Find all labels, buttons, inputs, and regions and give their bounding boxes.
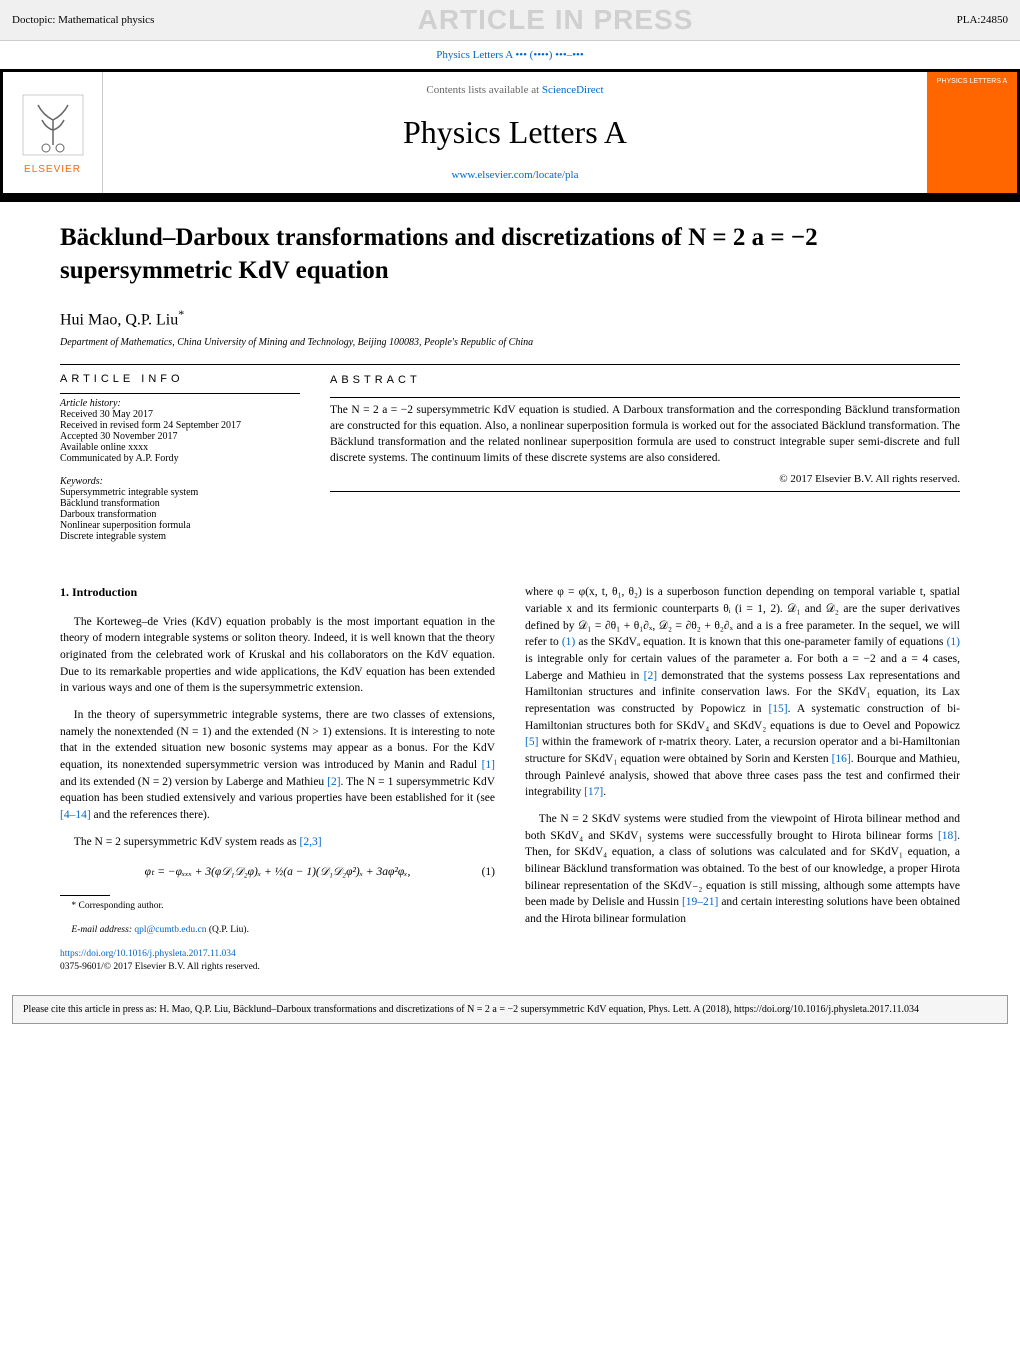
author-names: Hui Mao, Q.P. Liu [60, 311, 178, 328]
history-line: Available online xxxx [60, 442, 300, 453]
email-link[interactable]: qpl@cumtb.edu.cn [134, 925, 206, 935]
email-footnote: E-mail address: qpl@cumtb.edu.cn (Q.P. L… [60, 924, 495, 938]
corresponding-star: * [178, 307, 184, 321]
keyword: Discrete integrable system [60, 531, 300, 542]
journal-name: Physics Letters A [115, 114, 915, 151]
issn-line: 0375-9601/© 2017 Elsevier B.V. All right… [60, 961, 495, 975]
history-label: Article history: [60, 398, 300, 409]
history-line: Received 30 May 2017 [60, 409, 300, 420]
equation-body: φₜ = −φₓₓₓ + 3(φ𝒟₁𝒟₂φ)ₓ + ½(a − 1)(𝒟₁𝒟₂φ… [145, 866, 411, 878]
pla-code: PLA:24850 [957, 14, 1008, 26]
ref-link[interactable]: [16] [832, 753, 851, 765]
journal-url[interactable]: www.elsevier.com/locate/pla [115, 169, 915, 181]
elsevier-tree-icon [18, 90, 88, 160]
journal-reference-line: Physics Letters A ••• (••••) •••–••• [0, 41, 1020, 69]
ref-link[interactable]: [15] [768, 703, 787, 715]
header-center: Contents lists available at ScienceDirec… [103, 72, 927, 193]
doi-block: https://doi.org/10.1016/j.physleta.2017.… [60, 948, 495, 976]
info-abstract-row: ARTICLE INFO Article history: Received 3… [60, 373, 960, 554]
copyright: © 2017 Elsevier B.V. All rights reserved… [330, 472, 960, 487]
elsevier-logo: ELSEVIER [3, 72, 103, 193]
ref-link[interactable]: [4–14] [60, 809, 91, 821]
para: The N = 2 supersymmetric KdV system read… [60, 834, 495, 851]
cover-label: PHYSICS LETTERS A [937, 78, 1007, 85]
contents-line: Contents lists available at ScienceDirec… [115, 84, 915, 96]
footnote-separator [60, 895, 110, 896]
citation-box: Please cite this article in press as: H.… [12, 995, 1008, 1024]
abstract-text: The N = 2 a = −2 supersymmetric KdV equa… [330, 402, 960, 466]
section-1-heading: 1. Introduction [60, 584, 495, 601]
ref-link[interactable]: [2] [327, 776, 340, 788]
history-block: Article history: Received 30 May 2017 Re… [60, 398, 300, 464]
abstract: ABSTRACT The N = 2 a = −2 supersymmetric… [330, 373, 960, 554]
para: In the theory of supersymmetric integrab… [60, 707, 495, 824]
top-bar: Doctopic: Mathematical physics ARTICLE I… [0, 0, 1020, 41]
ref-link[interactable]: [18] [938, 830, 957, 842]
keywords-block: Keywords: Supersymmetric integrable syst… [60, 476, 300, 542]
header-box: ELSEVIER Contents lists available at Sci… [2, 71, 1018, 194]
elsevier-text: ELSEVIER [24, 164, 81, 175]
para: The Korteweg–de Vries (KdV) equation pro… [60, 614, 495, 697]
doi-link[interactable]: https://doi.org/10.1016/j.physleta.2017.… [60, 948, 495, 962]
article-info: ARTICLE INFO Article history: Received 3… [60, 373, 300, 554]
keyword: Nonlinear superposition formula [60, 520, 300, 531]
affiliation: Department of Mathematics, China Univers… [60, 337, 960, 348]
abstract-bottom-rule [330, 491, 960, 492]
article-in-press-banner: ARTICLE IN PRESS [418, 4, 694, 36]
equation-1: φₜ = −φₓₓₓ + 3(φ𝒟₁𝒟₂φ)ₓ + ½(a − 1)(𝒟₁𝒟₂φ… [60, 864, 495, 881]
equation-number: (1) [482, 864, 495, 881]
keyword: Bäcklund transformation [60, 498, 300, 509]
history-line: Received in revised form 24 September 20… [60, 420, 300, 431]
main-content: Bäcklund–Darboux transformations and dis… [0, 202, 1020, 985]
ref-link[interactable]: [2,3] [299, 836, 321, 848]
abstract-heading: ABSTRACT [330, 373, 960, 388]
header-band: ELSEVIER Contents lists available at Sci… [0, 69, 1020, 196]
info-heading: ARTICLE INFO [60, 373, 300, 385]
history-line: Communicated by A.P. Fordy [60, 453, 300, 464]
info-rule [60, 393, 300, 394]
ref-link[interactable]: [17] [584, 786, 603, 798]
sciencedirect-link[interactable]: ScienceDirect [542, 84, 604, 96]
ref-link[interactable]: (1) [562, 636, 575, 648]
keywords-label: Keywords: [60, 476, 300, 487]
para: where φ = φ(x, t, θ₁, θ₂) is a superboso… [525, 584, 960, 801]
para: The N = 2 SKdV systems were studied from… [525, 811, 960, 928]
corresponding-footnote: * Corresponding author. [60, 900, 495, 914]
ref-link[interactable]: [1] [482, 759, 495, 771]
right-column: where φ = φ(x, t, θ₁, θ₂) is a superboso… [525, 584, 960, 975]
history-line: Accepted 30 November 2017 [60, 431, 300, 442]
ref-link[interactable]: [2] [644, 670, 657, 682]
authors: Hui Mao, Q.P. Liu* [60, 307, 960, 329]
journal-cover-thumbnail: PHYSICS LETTERS A [927, 72, 1017, 193]
body-columns: 1. Introduction The Korteweg–de Vries (K… [60, 584, 960, 975]
contents-prefix: Contents lists available at [426, 84, 541, 96]
doctopic-label: Doctopic: Mathematical physics [12, 14, 154, 26]
ref-link[interactable]: [5] [525, 736, 538, 748]
article-title: Bäcklund–Darboux transformations and dis… [60, 222, 960, 287]
abstract-rule [330, 397, 960, 398]
keyword: Supersymmetric integrable system [60, 487, 300, 498]
keyword: Darboux transformation [60, 509, 300, 520]
left-column: 1. Introduction The Korteweg–de Vries (K… [60, 584, 495, 975]
rule-top [60, 364, 960, 365]
ref-link[interactable]: [19–21] [682, 896, 718, 908]
ref-link[interactable]: (1) [947, 636, 960, 648]
